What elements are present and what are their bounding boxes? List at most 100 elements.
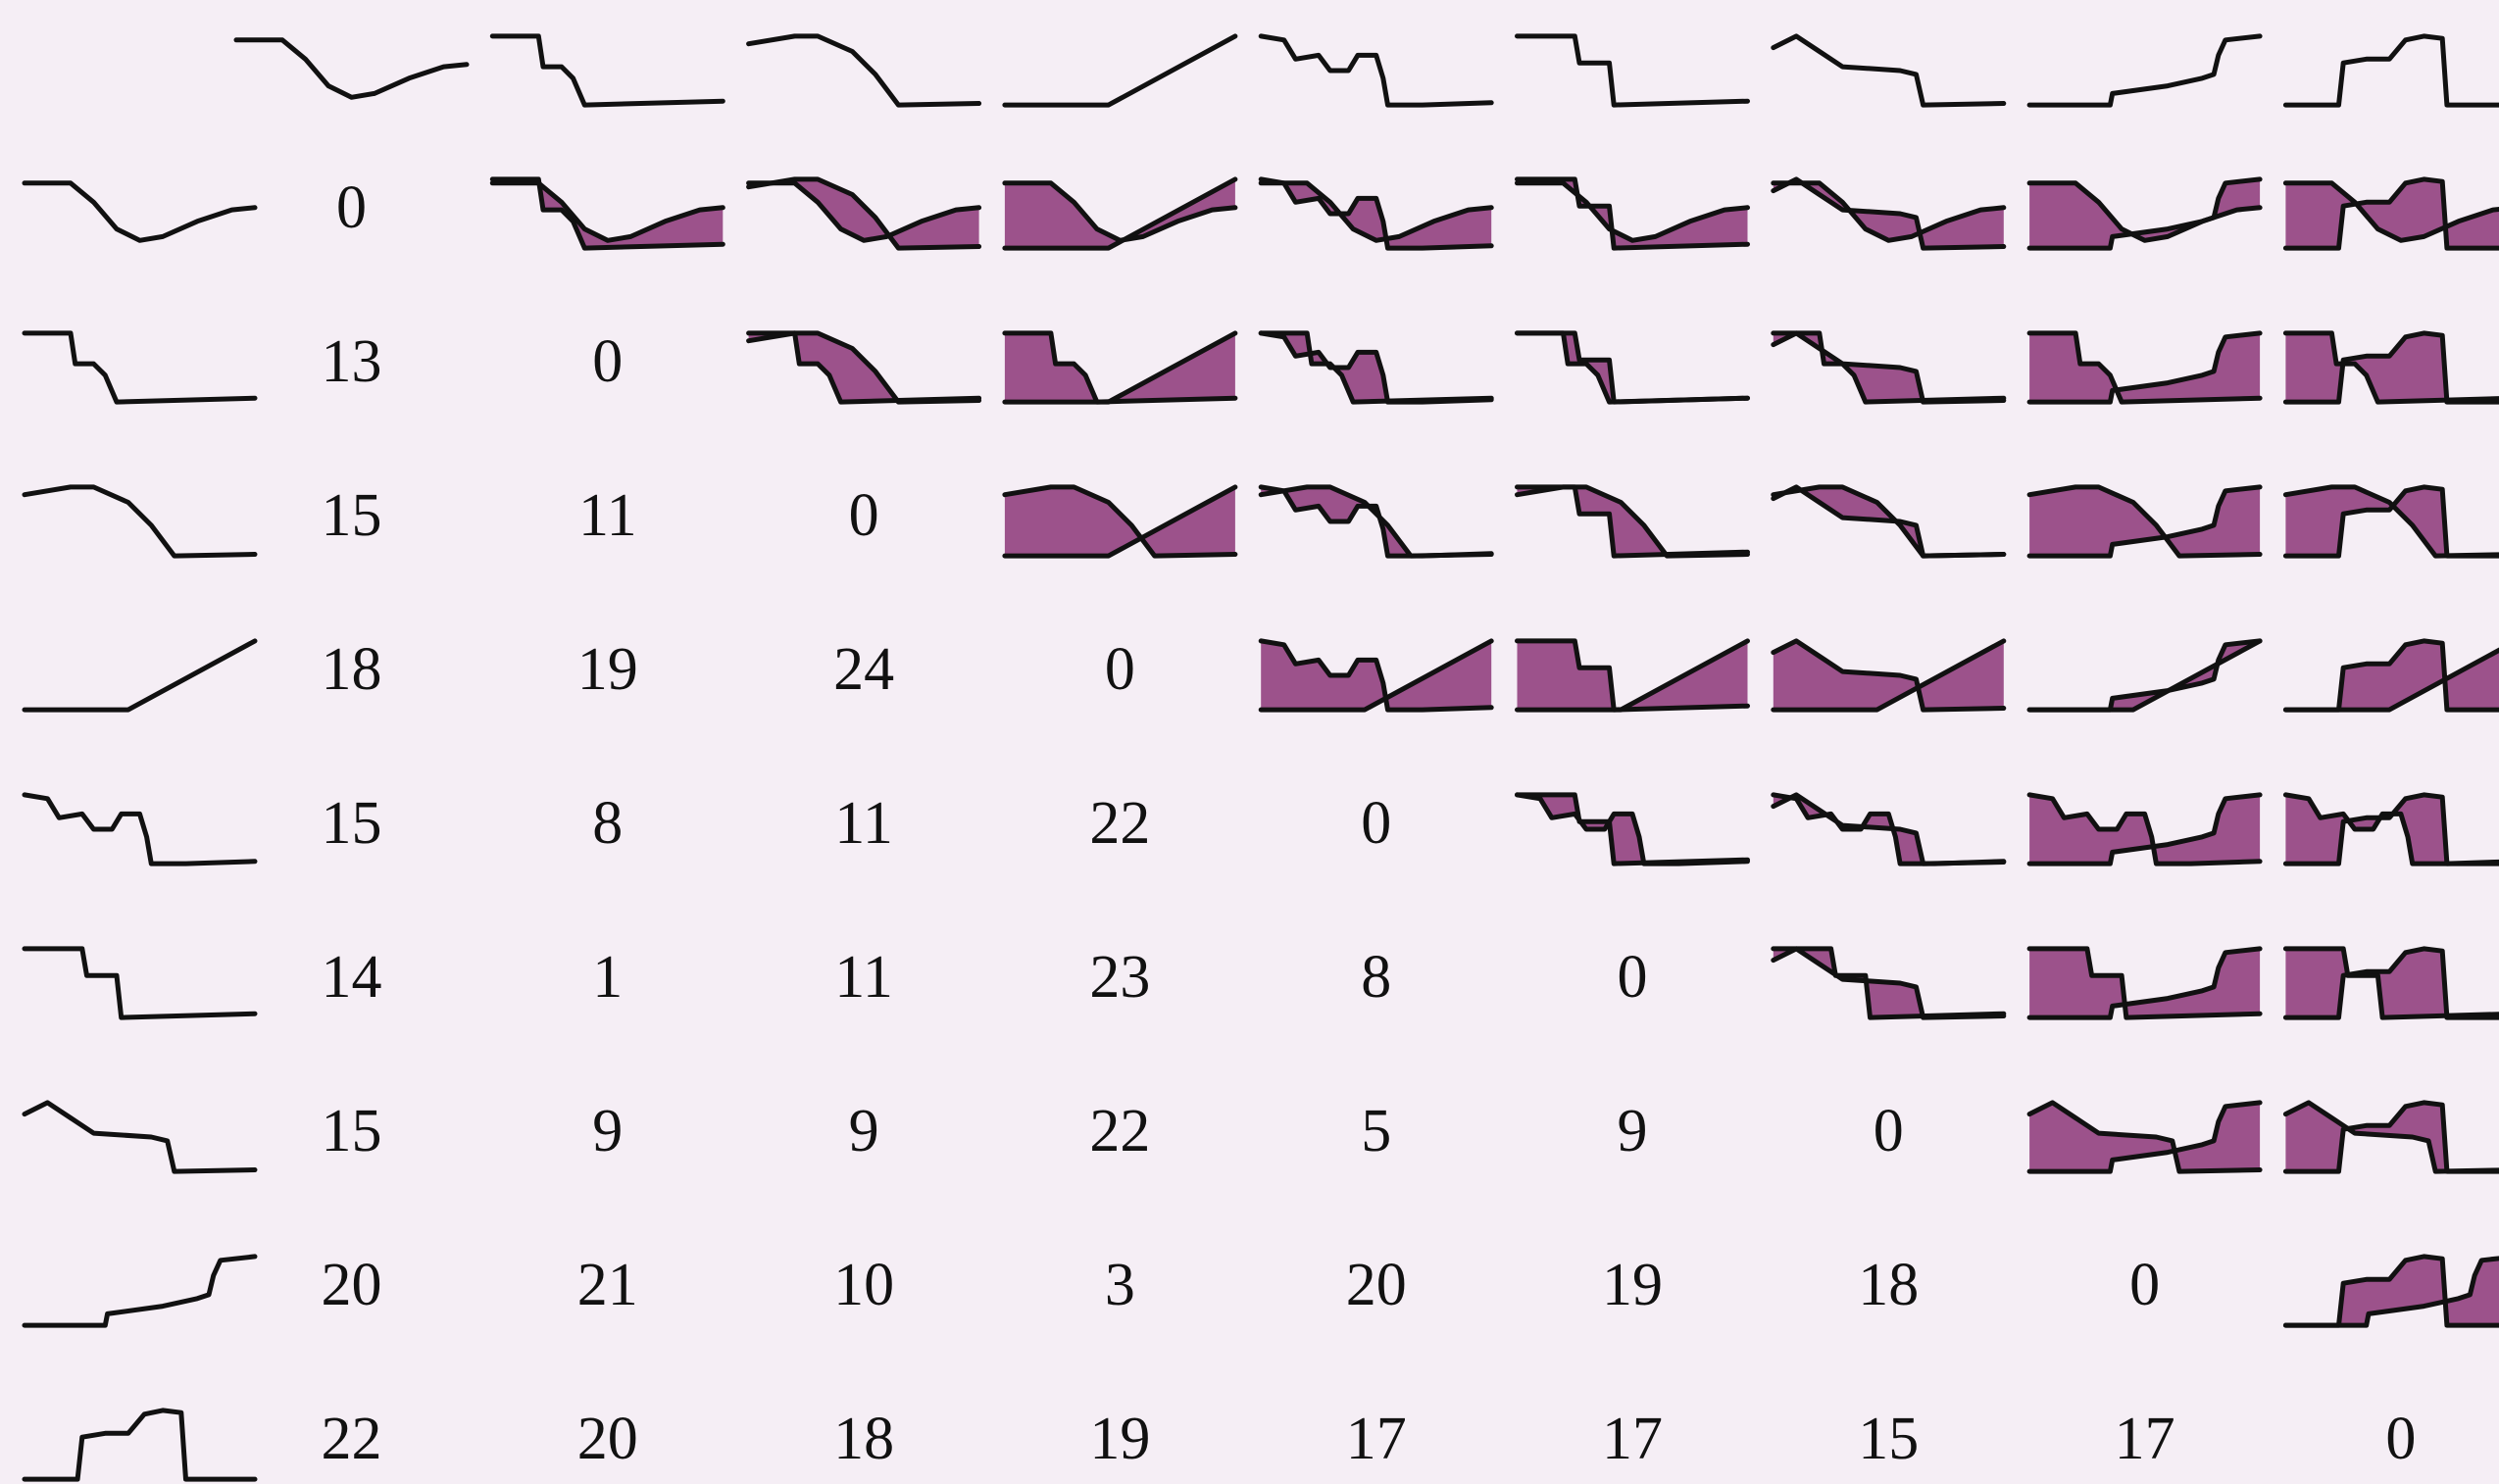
distance-value: 18 [833, 1406, 894, 1472]
difference-area [1004, 178, 1235, 249]
overlay-curve [2282, 1100, 2499, 1174]
row-curve [22, 484, 258, 559]
distance-value: 23 [1089, 944, 1150, 1011]
column-curve [489, 33, 725, 108]
column-curve [2282, 33, 2499, 108]
distance-value: 20 [322, 1252, 382, 1318]
distance-value: 11 [578, 482, 637, 549]
overlay-curve [2282, 180, 2499, 243]
overlay-curve [746, 330, 982, 405]
distance-value: 9 [849, 1098, 879, 1164]
distance-value: 15 [322, 1098, 382, 1164]
overlay-curve [1771, 330, 2007, 405]
column-curve [2026, 33, 2263, 108]
distance-value: 8 [592, 790, 623, 857]
distance-value: 15 [1858, 1406, 1919, 1472]
column-curve [1258, 33, 1494, 108]
difference-area [2285, 1256, 2499, 1326]
column-curve [1002, 33, 1238, 108]
distance-value: 0 [2385, 1406, 2416, 1472]
overlay-curve [1515, 484, 1750, 559]
overlay-curve [2282, 638, 2499, 713]
overlay-curve [2026, 792, 2263, 866]
overlay-curve [2026, 1100, 2263, 1174]
overlay-curve [1515, 638, 1750, 713]
overlay-curve [1771, 176, 2007, 251]
row-curve [22, 1254, 258, 1328]
distance-value: 18 [322, 636, 382, 703]
difference-area [1773, 486, 2004, 557]
overlay-curve [1002, 330, 1238, 405]
overlay-curve [1258, 330, 1494, 405]
distance-value: 17 [1346, 1406, 1407, 1472]
distance-value: 13 [322, 328, 382, 395]
overlay-curve [2026, 792, 2263, 866]
difference-area [1261, 640, 1492, 711]
distance-value: 0 [1361, 790, 1391, 857]
overlay-curve [2282, 176, 2499, 251]
difference-area [1517, 486, 1748, 557]
overlay-curve [2026, 946, 2263, 1020]
row-curve [22, 180, 258, 243]
row-curve [22, 792, 258, 866]
difference-area [2029, 332, 2261, 403]
difference-area [748, 332, 979, 403]
row-curve [22, 330, 258, 405]
difference-area [1517, 178, 1748, 249]
overlay-curve [2026, 176, 2263, 251]
overlay-curve [2026, 946, 2263, 1020]
row-curve [22, 946, 258, 1020]
overlay-curve [746, 176, 982, 251]
distance-value: 11 [834, 790, 893, 857]
distance-value: 17 [2115, 1406, 2175, 1472]
distance-value: 21 [577, 1252, 638, 1318]
difference-area [2029, 486, 2261, 557]
row-curve [22, 1100, 258, 1174]
overlay-curve [1771, 946, 2007, 1020]
distance-value: 5 [1361, 1098, 1391, 1164]
difference-area [1004, 332, 1235, 403]
distance-value: 0 [336, 174, 367, 241]
distance-value: 0 [592, 328, 623, 395]
distance-value: 20 [577, 1406, 638, 1472]
overlay-curve [1258, 638, 1494, 713]
difference-area [1517, 332, 1748, 403]
overlay-curve [1258, 484, 1494, 559]
overlay-curve [2026, 180, 2263, 243]
distance-value: 18 [1858, 1252, 1919, 1318]
overlay-curve [1771, 180, 2007, 243]
difference-area [1261, 332, 1492, 403]
distance-value: 17 [1602, 1406, 1663, 1472]
overlay-curve [1002, 176, 1238, 251]
overlay-curve [2282, 1254, 2499, 1328]
distance-value: 19 [577, 636, 638, 703]
overlay-curve [2282, 792, 2499, 866]
column-curve [1771, 33, 2007, 108]
overlay-curve [1771, 484, 2007, 559]
overlay-curve [2282, 946, 2499, 1020]
column-curve [233, 37, 470, 100]
overlay-curve [2026, 330, 2263, 405]
distance-value: 3 [1105, 1252, 1135, 1318]
distance-value: 22 [1089, 1098, 1150, 1164]
column-curve [1515, 33, 1750, 108]
overlay-curve [2282, 484, 2499, 559]
overlay-curve [1258, 176, 1494, 251]
overlay-curve [2282, 1100, 2499, 1174]
overlay-curve [1258, 638, 1494, 713]
overlay-curve [1002, 484, 1238, 559]
distance-value: 0 [1105, 636, 1135, 703]
overlay-curve [2026, 638, 2263, 713]
difference-area [492, 178, 724, 249]
overlay-curve [1771, 638, 2007, 713]
overlay-curve [1515, 330, 1750, 405]
overlay-curve [1258, 180, 1494, 243]
distance-value: 22 [1089, 790, 1150, 857]
overlay-curve [1515, 792, 1750, 866]
difference-area [1517, 640, 1748, 711]
overlay-curve [489, 180, 725, 243]
distance-value: 24 [833, 636, 894, 703]
distance-value: 19 [1089, 1406, 1150, 1472]
distance-value: 10 [833, 1252, 894, 1318]
overlay-curve [1771, 946, 2007, 1020]
